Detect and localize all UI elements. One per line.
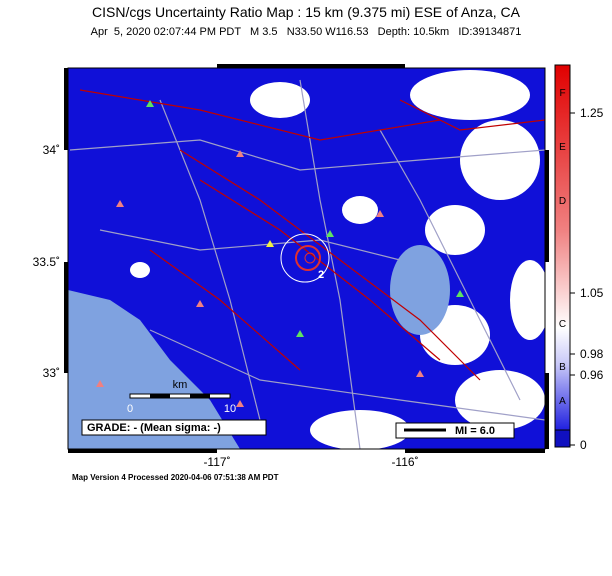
map: 2	[68, 68, 545, 449]
scale-bar-seg	[150, 394, 170, 398]
epicenter-label: 2	[318, 269, 324, 281]
mi-box	[395, 422, 515, 439]
lat-label: 33.5˚	[33, 255, 60, 269]
lat-label: 33˚	[43, 366, 60, 380]
grade-label: F	[559, 88, 565, 99]
ocean	[68, 290, 240, 449]
grade-label: D	[559, 196, 566, 207]
scale-end: 10	[224, 403, 236, 415]
frame-ticks	[64, 64, 549, 453]
grade-box	[81, 419, 267, 436]
colorbar-tick-label: 0.98	[580, 347, 604, 361]
colorbar-tick-label: 1.25	[580, 106, 604, 120]
colorbar	[554, 64, 571, 431]
scale-start: 0	[127, 403, 133, 415]
grade-text: GRADE: - (Mean sigma: -)	[87, 422, 221, 434]
colorbar-tick-label: 0.96	[580, 368, 604, 382]
contours	[280, 233, 330, 283]
lon-label: -116˚	[391, 455, 418, 469]
colorbar-tick-label: 0	[580, 438, 587, 452]
colorbar-tick-label: 1.05	[580, 286, 604, 300]
mi-text: MI = 6.0	[455, 425, 495, 437]
grade-label: A	[559, 396, 566, 407]
salton-sea	[390, 245, 450, 335]
title: CISN/cgs Uncertainty Ratio Map : 15 km (…	[92, 4, 521, 20]
footer: Map Version 4 Processed 2020-04-06 07:51…	[72, 473, 279, 482]
scale-unit: km	[173, 379, 188, 391]
scale-bar-rect	[129, 393, 231, 399]
grade-label: B	[559, 362, 566, 373]
stations	[96, 100, 464, 407]
scale-bar: km 0 10	[127, 379, 236, 415]
grade-label: C	[559, 319, 566, 330]
colorbar-base	[554, 429, 571, 448]
subtitle: Apr 5, 2020 02:07:44 PM PDT M 3.5 N33.50…	[91, 26, 522, 38]
grade-label: E	[559, 142, 566, 153]
lat-label: 34˚	[43, 143, 60, 157]
low-coverage-areas	[130, 70, 545, 449]
lon-label: -117˚	[203, 455, 230, 469]
faults	[79, 89, 545, 381]
scale-bar-seg	[190, 394, 210, 398]
